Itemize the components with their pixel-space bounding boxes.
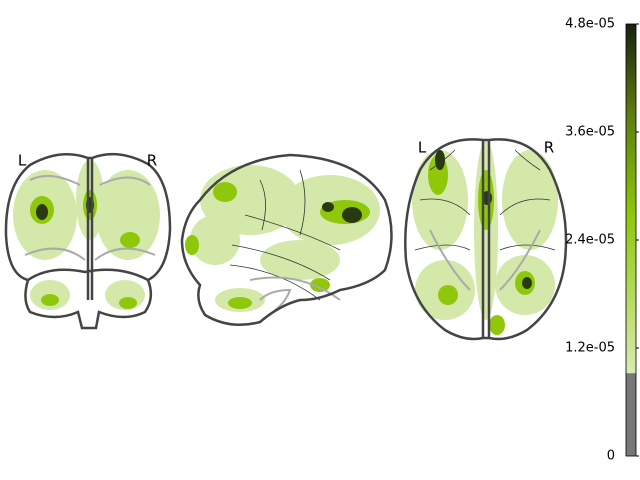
colorbar-gradient xyxy=(626,24,636,374)
tick-label: 0 xyxy=(607,449,615,464)
left-label: L xyxy=(418,139,427,157)
right-label: R xyxy=(544,139,554,157)
colorbar: 0 1.2e-05 2.4e-05 3.6e-05 4.8e-05 xyxy=(565,17,639,464)
tick-label: 2.4e-05 xyxy=(565,233,615,248)
left-label: L xyxy=(18,152,27,170)
right-label: R xyxy=(147,152,157,170)
sagittal-view xyxy=(180,153,393,327)
tick-label: 4.8e-05 xyxy=(565,17,615,32)
tick-label: 1.2e-05 xyxy=(565,341,615,356)
colorbar-threshold xyxy=(626,373,636,456)
tick-label: 3.6e-05 xyxy=(565,125,615,140)
coronal-view: L R xyxy=(4,152,172,330)
axial-view: L R xyxy=(404,138,568,341)
